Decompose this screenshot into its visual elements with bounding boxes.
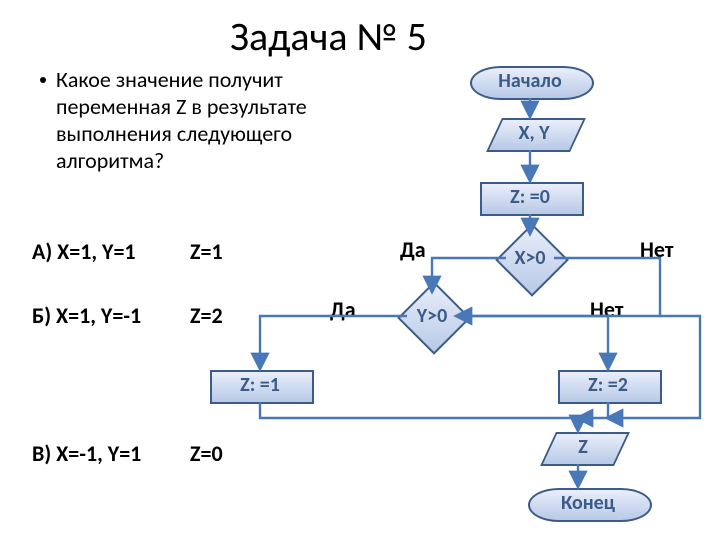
flow-output-z	[540, 432, 630, 466]
flow-dec-y	[397, 281, 471, 355]
label-da2: Да	[330, 296, 356, 323]
answer-a: А) X=1, Y=1	[32, 238, 136, 265]
flow-proc-z2	[558, 370, 662, 404]
page-title: Задача № 5	[230, 12, 427, 61]
flow-proc-z0	[480, 182, 584, 216]
label-net1: Нет	[640, 236, 673, 263]
question-line-3: алгоритма?	[56, 147, 164, 174]
answer-a-z: Z=1	[190, 238, 223, 265]
label-da1: Да	[400, 236, 426, 263]
question-line-2: выполнения следующего	[56, 120, 292, 147]
question-line-1: переменная Z в результате	[56, 93, 307, 120]
label-net2: Нет	[590, 296, 623, 323]
question-text: Какое значение получит переменная Z в ре…	[36, 66, 307, 174]
question-line-0: Какое значение получит	[56, 66, 283, 93]
flow-input-xy	[486, 118, 586, 152]
flow-dec-x	[495, 223, 569, 297]
answer-b: Б) X=1, Y=-1	[32, 302, 141, 329]
flow-end	[528, 488, 652, 522]
flow-proc-z1	[210, 370, 314, 404]
flow-start	[470, 66, 594, 100]
answer-v-z: Z=0	[190, 440, 223, 467]
answer-v: В) X=-1, Y=1	[32, 440, 141, 467]
answer-b-z: Z=2	[190, 302, 223, 329]
